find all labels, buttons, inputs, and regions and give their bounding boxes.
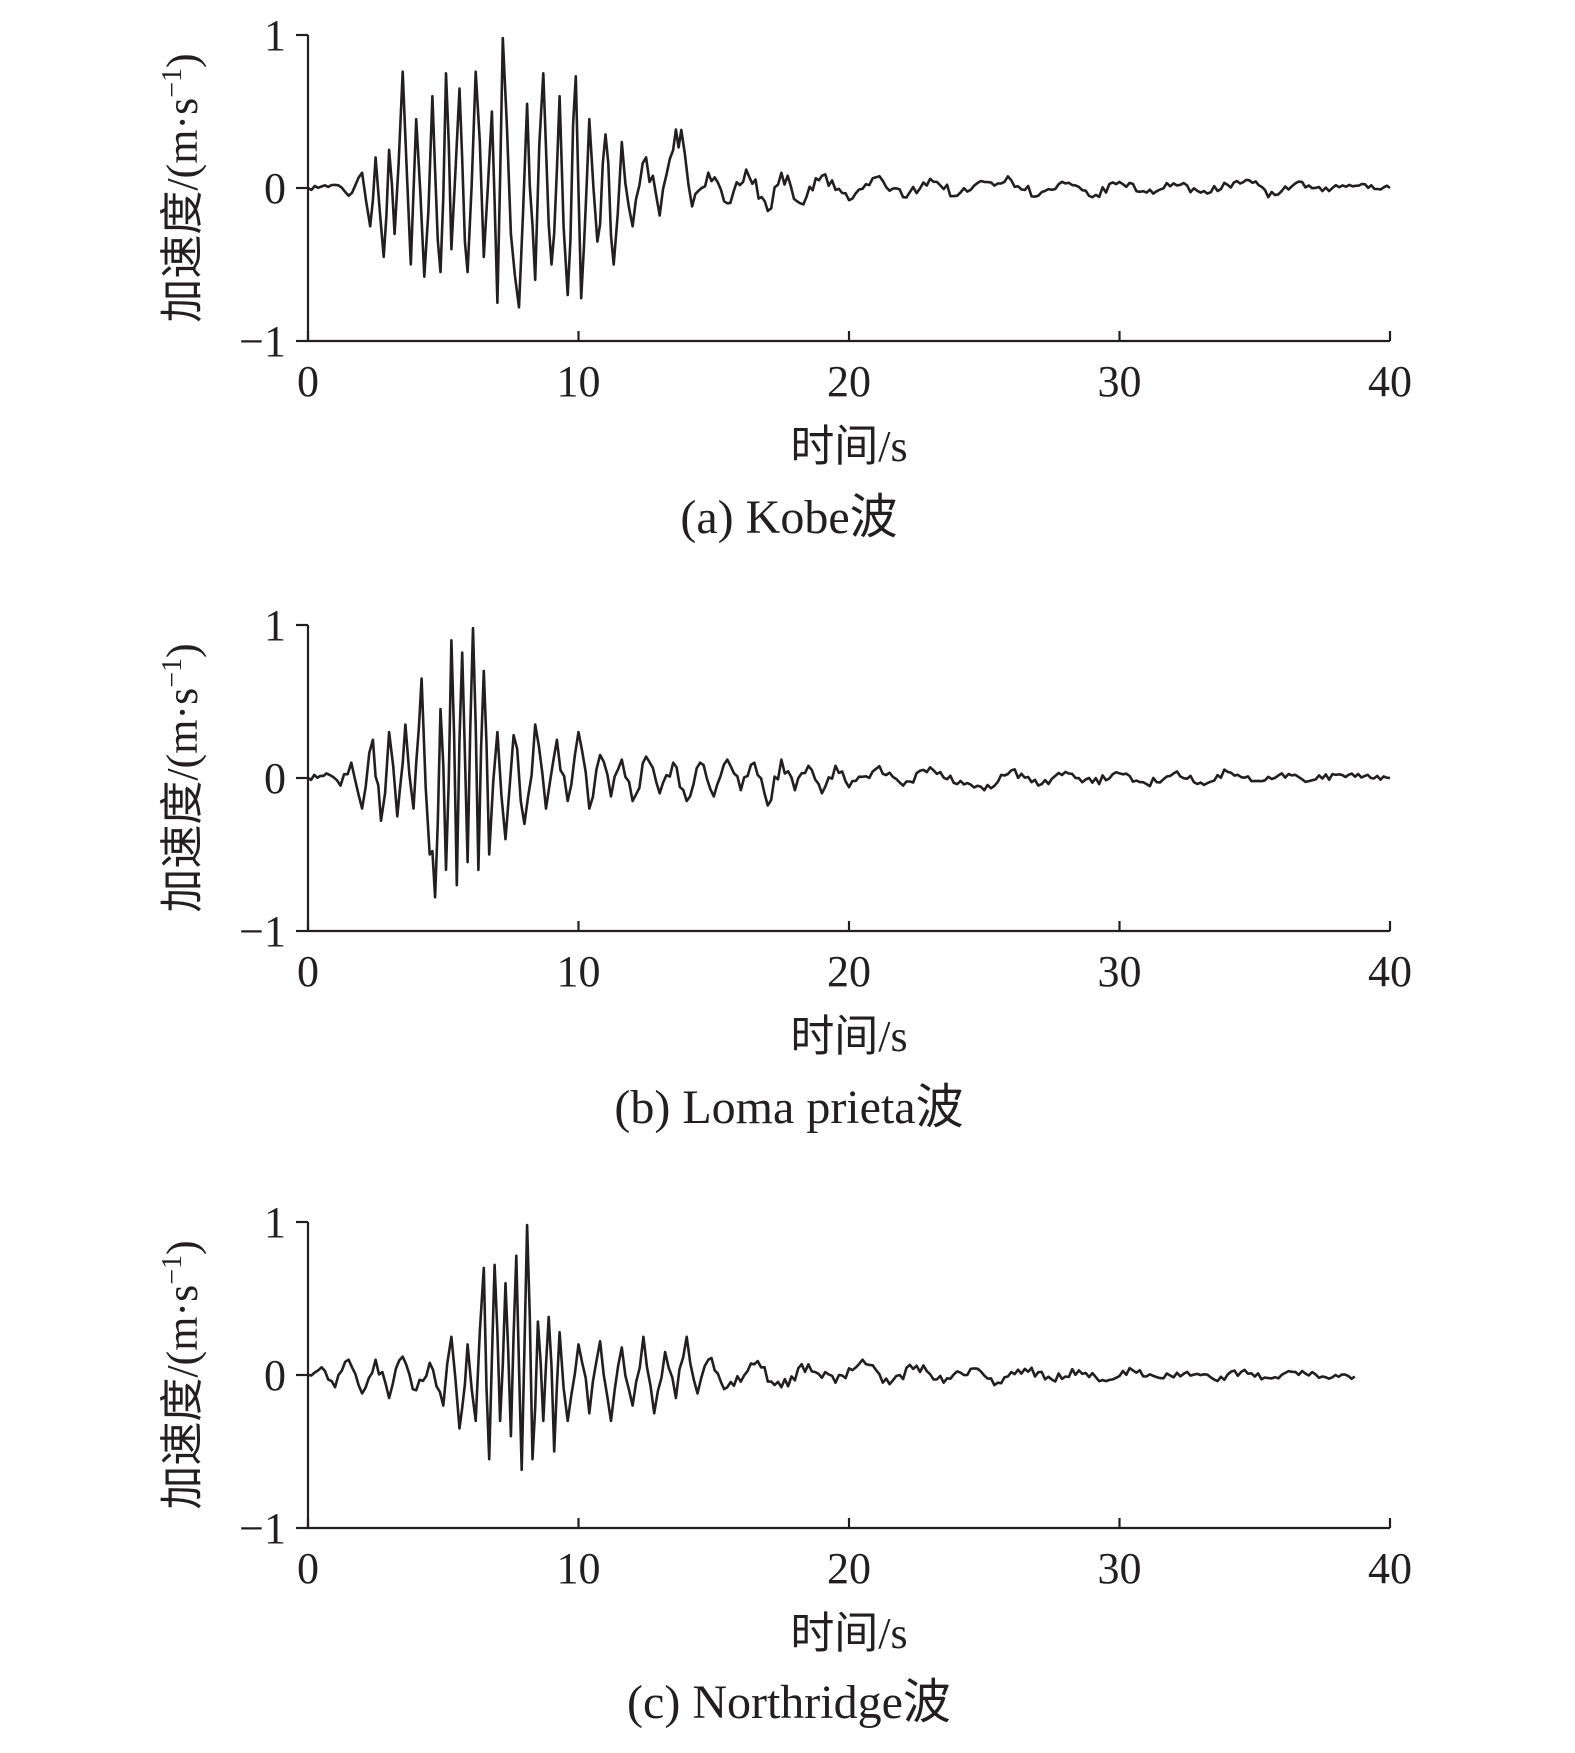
acceleration-series-line — [307, 36, 1391, 309]
x-tick-label: 0 — [297, 947, 319, 996]
x-tick-label: 10 — [557, 357, 601, 406]
y-tick-label: −1 — [239, 317, 286, 366]
x-tick-label: 30 — [1098, 947, 1142, 996]
x-axis-title: 时间/s — [790, 422, 907, 471]
x-tick-label: 40 — [1368, 1544, 1412, 1593]
panel-caption: (b) Loma prieta波 — [614, 1081, 963, 1134]
y-tick-label: 0 — [264, 754, 286, 803]
y-tick-label: −1 — [239, 907, 286, 956]
y-axis-title: 加速度/(m·s−1) — [157, 643, 207, 912]
x-tick-label: 0 — [297, 357, 319, 406]
y-tick-label: 1 — [264, 1198, 286, 1247]
panel-caption: (c) Northridge波 — [627, 1676, 951, 1729]
x-tick-label: 10 — [557, 1544, 601, 1593]
acceleration-series-line — [307, 626, 1391, 899]
x-tick-label: 40 — [1368, 947, 1412, 996]
x-tick-label: 40 — [1368, 357, 1412, 406]
x-tick-label: 0 — [297, 1544, 319, 1593]
x-tick-label: 10 — [557, 947, 601, 996]
panel-caption: (a) Kobe波 — [680, 491, 897, 544]
x-tick-label: 20 — [827, 357, 871, 406]
y-axis-title: 加速度/(m·s−1) — [157, 1240, 207, 1509]
x-tick-label: 30 — [1098, 357, 1142, 406]
x-axis-title: 时间/s — [790, 1609, 907, 1658]
y-tick-label: 1 — [264, 601, 286, 650]
y-tick-label: 0 — [264, 164, 286, 213]
x-tick-label: 30 — [1098, 1544, 1142, 1593]
acceleration-series-line — [307, 1223, 1356, 1472]
y-tick-label: 1 — [264, 11, 286, 60]
y-axis-title: 加速度/(m·s−1) — [157, 53, 207, 322]
y-tick-label: −1 — [239, 1504, 286, 1553]
y-tick-label: 0 — [264, 1351, 286, 1400]
x-axis-title: 时间/s — [790, 1012, 907, 1061]
x-tick-label: 20 — [827, 1544, 871, 1593]
x-tick-label: 20 — [827, 947, 871, 996]
